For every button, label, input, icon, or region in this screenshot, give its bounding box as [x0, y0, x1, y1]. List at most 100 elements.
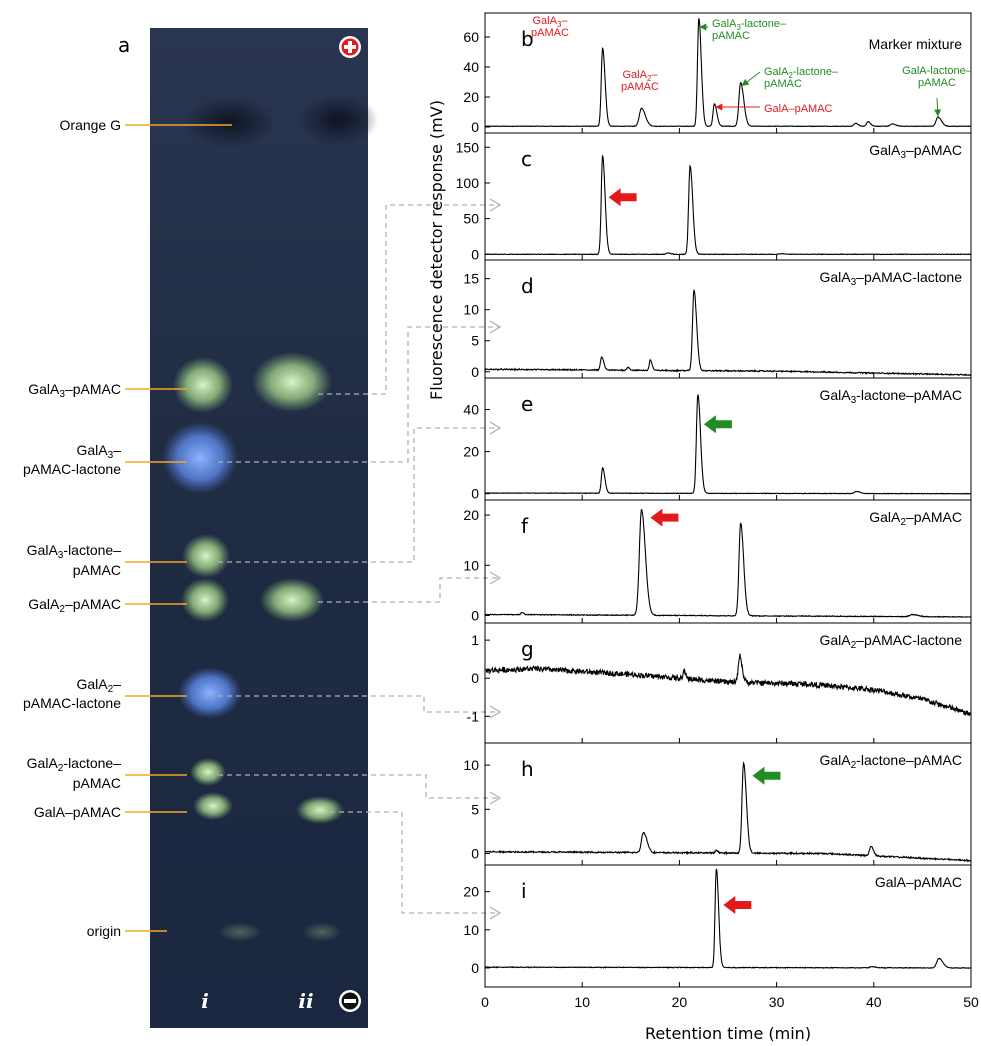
y-tick-label: 40 — [463, 402, 479, 418]
label-base: GalA — [819, 752, 851, 768]
chromatogram-trace-i — [484, 868, 971, 969]
fluorescent-spot — [193, 792, 233, 820]
annotation-arrow-head — [741, 78, 750, 86]
label-subscript: 3 — [900, 150, 906, 161]
label-rest: –pAMAC — [906, 509, 962, 525]
fluorescent-spot — [181, 578, 229, 622]
annotation-label: GalA–pAMAC — [764, 103, 833, 115]
panel-title: GalA3–pAMAC-lactone — [819, 269, 962, 288]
annotation-arrow-head — [715, 103, 723, 111]
label-text: GalA–pAMAC — [34, 804, 121, 820]
band-label: GalA2– — [76, 676, 121, 695]
panel-letter-g: g — [521, 637, 534, 661]
y-tick-label: 1 — [471, 632, 479, 648]
label-text: GalA-lactone– — [902, 65, 973, 77]
tlc-plate — [150, 28, 368, 1028]
fluorescent-spot — [173, 357, 233, 413]
fluorescent-spot — [252, 352, 332, 412]
plus-electrode-icon — [339, 36, 361, 58]
annotation-label: pAMAC — [764, 78, 802, 90]
y-tick-label: 0 — [471, 364, 479, 380]
chromatogram-panel-h: 0 5 10 h GalA2-lactone–pAMAC — [463, 742, 972, 866]
label-rest: –pAMAC — [65, 596, 121, 612]
y-tick-label: 5 — [471, 333, 479, 349]
faint-spot — [218, 922, 262, 942]
dashed-connectors — [218, 198, 502, 920]
y-tick-label: 10 — [463, 757, 479, 773]
y-tick-label: 20 — [463, 884, 479, 900]
chromatogram-panel-g: 1 0 -1 g GalA2–pAMAC-lactone — [467, 622, 972, 744]
chromatogram-trace-f — [484, 508, 972, 618]
y-tick-label: 0 — [471, 670, 479, 686]
label-rest: –pAMAC — [65, 381, 121, 397]
band-label: GalA3–pAMAC — [28, 381, 121, 400]
label-base: GalA — [27, 755, 59, 771]
label-base: GalA — [533, 15, 558, 27]
x-tick-label: 20 — [672, 994, 688, 1010]
label-rest: – — [113, 442, 121, 458]
peak-arrow-red — [650, 508, 679, 527]
fluorescent-spot — [260, 578, 324, 622]
y-tick-label: 5 — [471, 801, 479, 817]
label-text: pAMAC — [764, 78, 802, 90]
label-subscript: 2 — [108, 684, 114, 695]
label-base: GalA — [819, 632, 851, 648]
chromatogram-panel-f: 0 10 20 f GalA2–pAMAC — [463, 499, 972, 624]
label-rest: -lactone– — [793, 66, 839, 78]
peak-arrow-green — [703, 415, 732, 434]
band-label-line2: pAMAC-lactone — [23, 695, 121, 711]
band-label: GalA–pAMAC — [34, 804, 121, 820]
label-base: GalA — [712, 18, 737, 30]
label-subscript: 3 — [736, 23, 741, 32]
y-tick-label: 0 — [471, 486, 479, 502]
peak-arrow-red — [723, 896, 752, 915]
y-tick-label: 0 — [471, 119, 479, 135]
dashed-connector — [218, 427, 500, 563]
x-tick-label: 40 — [866, 994, 882, 1010]
label-subscript: 2 — [647, 74, 651, 83]
chromatogram-trace-d — [484, 288, 972, 377]
panel-title: GalA2-lactone–pAMAC — [819, 752, 962, 771]
y-tick-label: 10 — [463, 557, 479, 573]
label-base: GalA — [27, 542, 59, 558]
minus-electrode-icon — [339, 990, 361, 1012]
dashed-connector — [318, 204, 500, 395]
annotation-label: GalA2-lactone– — [764, 66, 839, 80]
chromatogram-trace-b — [484, 18, 972, 128]
label-subscript: 2 — [59, 604, 65, 615]
panel-title: GalA2–pAMAC — [869, 509, 962, 528]
y-tick-label: 10 — [463, 302, 479, 318]
band-label-line2: pAMAC — [73, 562, 121, 578]
y-tick-label: 100 — [456, 175, 480, 191]
y-tick-label: 150 — [456, 139, 480, 155]
dye-spot — [184, 96, 276, 148]
y-tick-label: -1 — [467, 708, 480, 724]
label-base: GalA — [76, 676, 108, 692]
panel-frame — [484, 864, 972, 988]
panel-letter-i: i — [521, 879, 527, 903]
chromatogram-panel-i: 0 10 20 i GalA–pAMAC 0 10 20 30 40 50 — [463, 864, 979, 1010]
annotation-label: pAMAC — [712, 30, 750, 42]
panel-letter-d: d — [521, 274, 534, 298]
chromatogram-trace-h — [484, 761, 972, 863]
dashed-connector — [218, 326, 500, 463]
dashed-connector-arrowhead — [489, 198, 502, 212]
band-label: origin — [87, 923, 121, 939]
label-text: pAMAC — [531, 27, 569, 39]
x-tick-label: 50 — [963, 994, 979, 1010]
lactone-spot — [162, 422, 238, 494]
tlc-plate-panel: a Orange GGalA3–pAMACGalA3–pAMAC-lactone… — [23, 28, 378, 1028]
label-subscript: 2 — [900, 517, 906, 528]
label-rest: -lactone–pAMAC — [856, 752, 962, 768]
band-label: GalA3– — [76, 442, 121, 461]
y-tick-label: 20 — [463, 507, 479, 523]
chromatogram-trace-e — [484, 394, 971, 495]
panel-title: GalA3-lactone–pAMAC — [819, 387, 962, 406]
label-base: GalA — [819, 387, 851, 403]
y-tick-label: 0 — [471, 607, 479, 623]
label-base: GalA — [819, 269, 851, 285]
y-tick-label: 20 — [463, 444, 479, 460]
dashed-connector-arrowhead — [489, 320, 502, 334]
